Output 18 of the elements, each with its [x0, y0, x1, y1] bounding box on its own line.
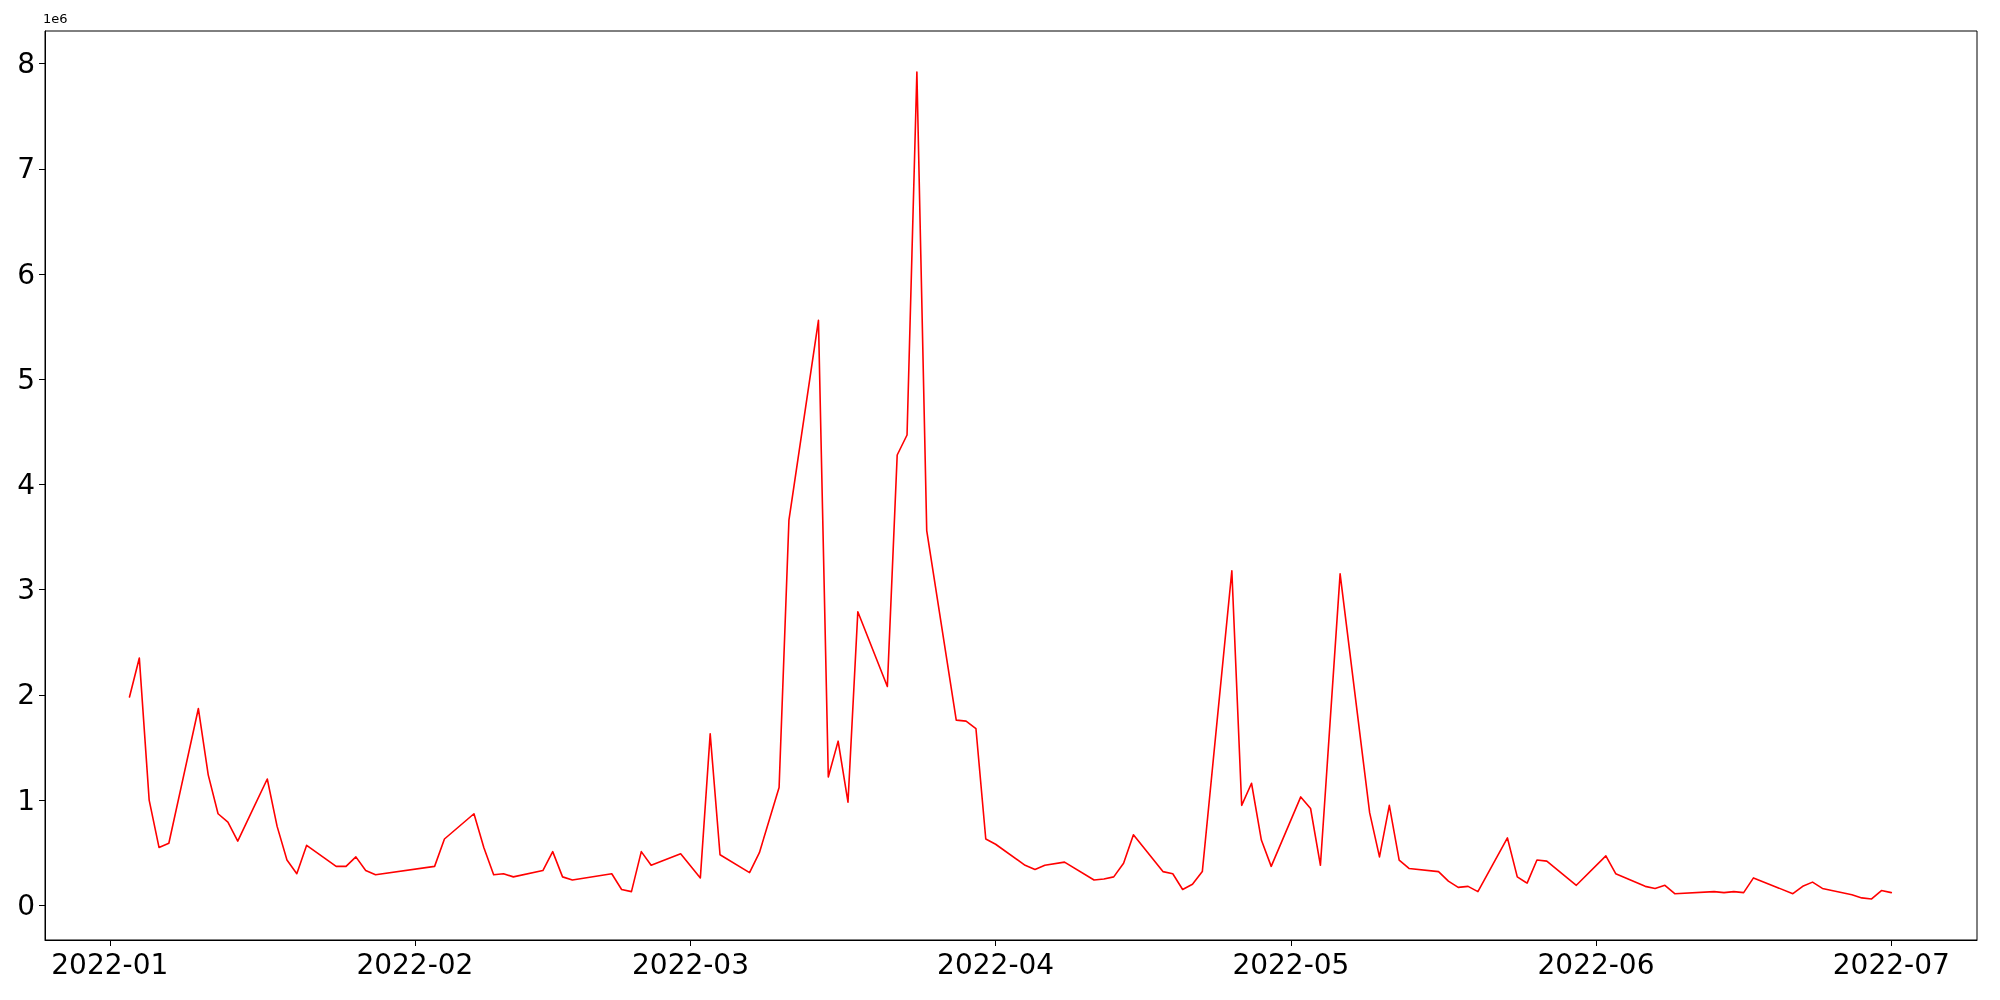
x-tick-label: 2022-05 [1232, 947, 1350, 981]
y-tick-label: 5 [17, 362, 35, 396]
x-tick-label: 2022-01 [51, 947, 169, 981]
y-tick-label: 1 [17, 783, 35, 817]
x-tick-label: 2022-06 [1537, 947, 1655, 981]
x-tick-label: 2022-04 [937, 947, 1055, 981]
line-series [128, 71, 1893, 900]
y-tick-label: 7 [17, 152, 35, 186]
y-tick-label: 3 [17, 573, 35, 607]
x-tick-label: 2022-07 [1832, 947, 1950, 981]
y-tick-label: 4 [17, 467, 35, 501]
x-tick-label: 2022-02 [356, 947, 474, 981]
y-tick-label: 0 [17, 888, 35, 922]
x-tick-label: 2022-03 [632, 947, 749, 981]
y-tick-label: 2 [17, 678, 35, 712]
y-tick-label: 8 [17, 47, 35, 81]
text: 1e6 [43, 11, 68, 26]
y-tick-label: 6 [17, 257, 35, 291]
